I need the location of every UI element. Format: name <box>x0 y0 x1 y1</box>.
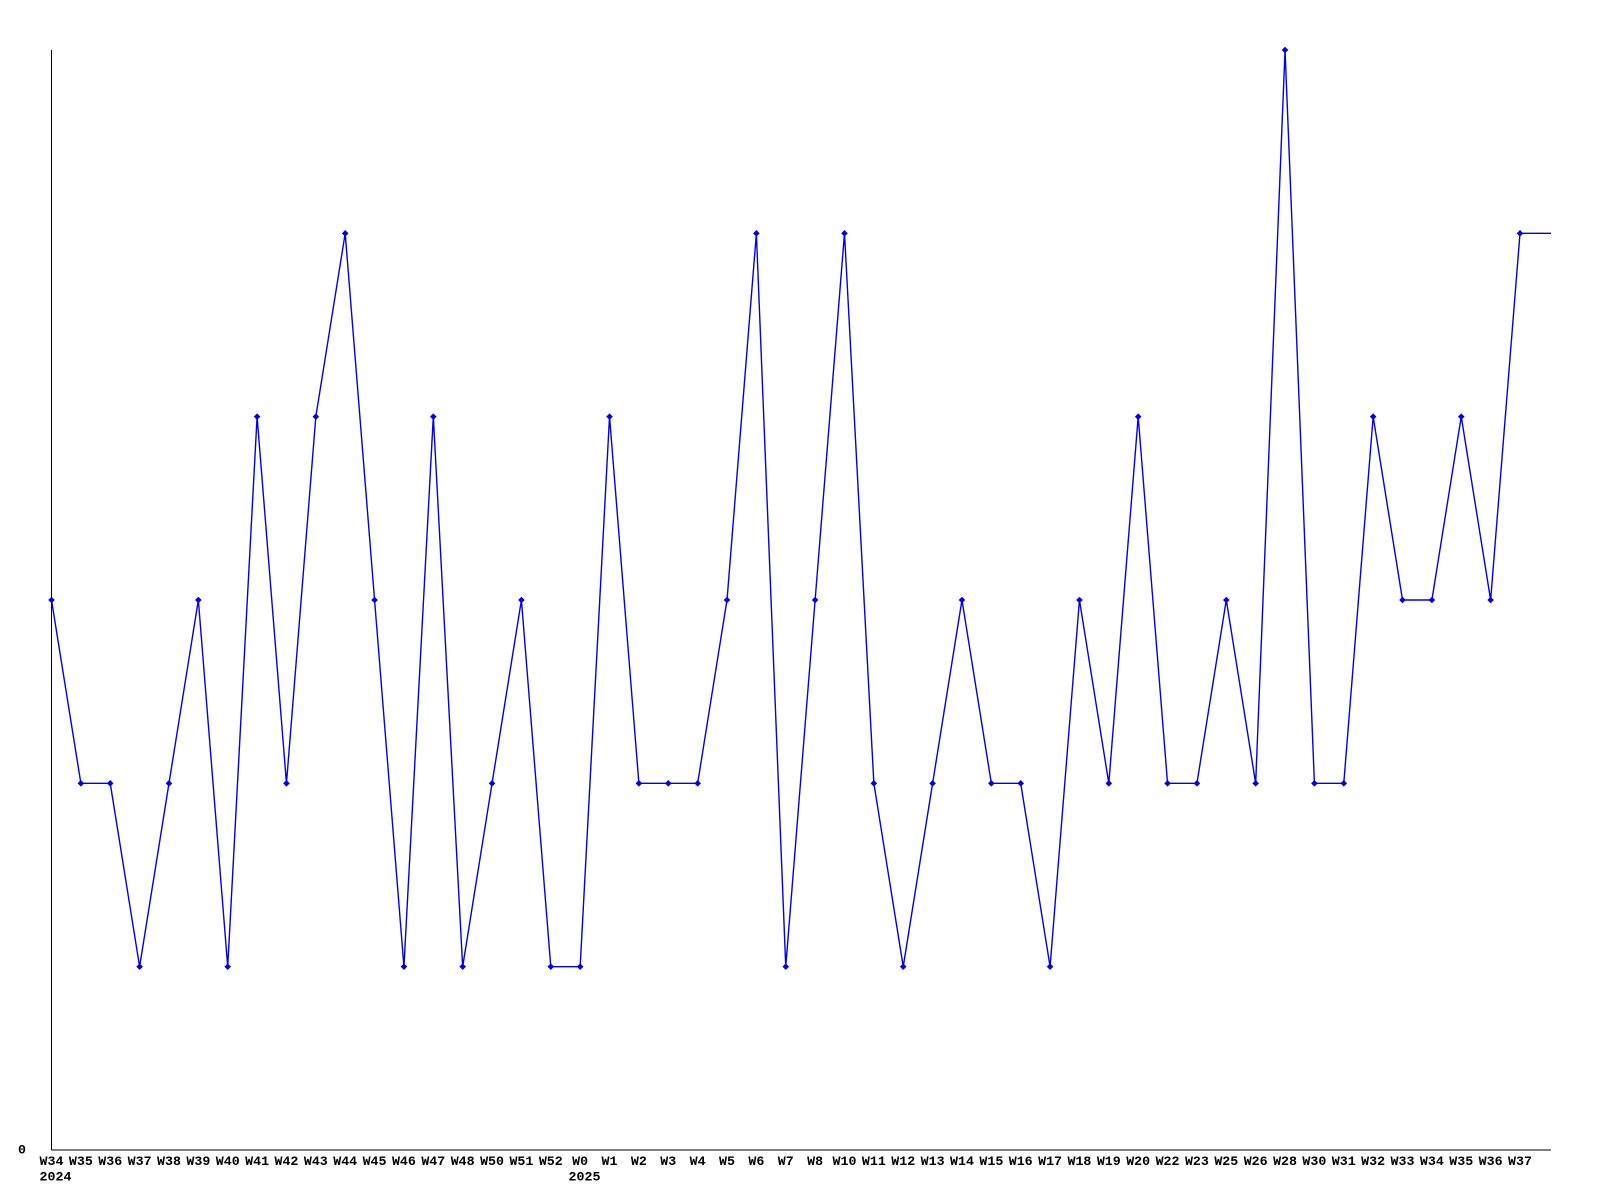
svg-text:W37: W37 <box>1508 1154 1532 1169</box>
svg-text:2025: 2025 <box>569 1170 601 1185</box>
svg-text:W3: W3 <box>660 1154 676 1169</box>
svg-text:W39: W39 <box>186 1154 210 1169</box>
svg-text:W41: W41 <box>245 1154 269 1169</box>
svg-text:W8: W8 <box>807 1154 823 1169</box>
svg-text:W22: W22 <box>1156 1154 1180 1169</box>
svg-text:W48: W48 <box>451 1154 475 1169</box>
svg-text:W33: W33 <box>1391 1154 1415 1169</box>
svg-text:W2: W2 <box>631 1154 647 1169</box>
svg-text:W44: W44 <box>333 1154 357 1169</box>
svg-text:W38: W38 <box>157 1154 181 1169</box>
svg-text:W6: W6 <box>748 1154 764 1169</box>
svg-text:W16: W16 <box>1009 1154 1033 1169</box>
svg-text:W5: W5 <box>719 1154 735 1169</box>
svg-text:W15: W15 <box>979 1154 1003 1169</box>
svg-text:W36: W36 <box>1479 1154 1503 1169</box>
svg-text:W11: W11 <box>862 1154 886 1169</box>
svg-text:W45: W45 <box>363 1154 387 1169</box>
svg-text:W30: W30 <box>1302 1154 1326 1169</box>
svg-text:W37: W37 <box>128 1154 152 1169</box>
svg-text:0: 0 <box>18 1143 26 1158</box>
svg-text:W17: W17 <box>1038 1154 1062 1169</box>
svg-text:W52: W52 <box>539 1154 563 1169</box>
svg-text:W12: W12 <box>891 1154 915 1169</box>
svg-text:W35: W35 <box>69 1154 93 1169</box>
svg-text:W43: W43 <box>304 1154 328 1169</box>
svg-text:W42: W42 <box>274 1154 298 1169</box>
svg-text:W19: W19 <box>1097 1154 1121 1169</box>
svg-text:W0: W0 <box>572 1154 588 1169</box>
svg-text:W47: W47 <box>421 1154 445 1169</box>
svg-text:W36: W36 <box>98 1154 122 1169</box>
svg-text:W31: W31 <box>1332 1154 1356 1169</box>
svg-text:W40: W40 <box>216 1154 240 1169</box>
svg-text:W50: W50 <box>480 1154 504 1169</box>
svg-text:W51: W51 <box>509 1154 533 1169</box>
svg-text:W10: W10 <box>833 1154 857 1169</box>
svg-text:W28: W28 <box>1273 1154 1297 1169</box>
svg-text:W13: W13 <box>921 1154 945 1169</box>
svg-text:W35: W35 <box>1449 1154 1473 1169</box>
svg-text:W25: W25 <box>1214 1154 1238 1169</box>
svg-text:W18: W18 <box>1067 1154 1091 1169</box>
svg-text:W23: W23 <box>1185 1154 1209 1169</box>
svg-text:W46: W46 <box>392 1154 416 1169</box>
svg-text:2024: 2024 <box>40 1170 72 1185</box>
svg-text:W1: W1 <box>602 1154 618 1169</box>
svg-text:W32: W32 <box>1361 1154 1385 1169</box>
svg-text:W14: W14 <box>950 1154 974 1169</box>
svg-text:W34: W34 <box>40 1154 64 1169</box>
svg-text:W4: W4 <box>690 1154 706 1169</box>
svg-text:W20: W20 <box>1126 1154 1150 1169</box>
svg-text:W7: W7 <box>778 1154 794 1169</box>
svg-text:W26: W26 <box>1244 1154 1268 1169</box>
svg-text:W34: W34 <box>1420 1154 1444 1169</box>
